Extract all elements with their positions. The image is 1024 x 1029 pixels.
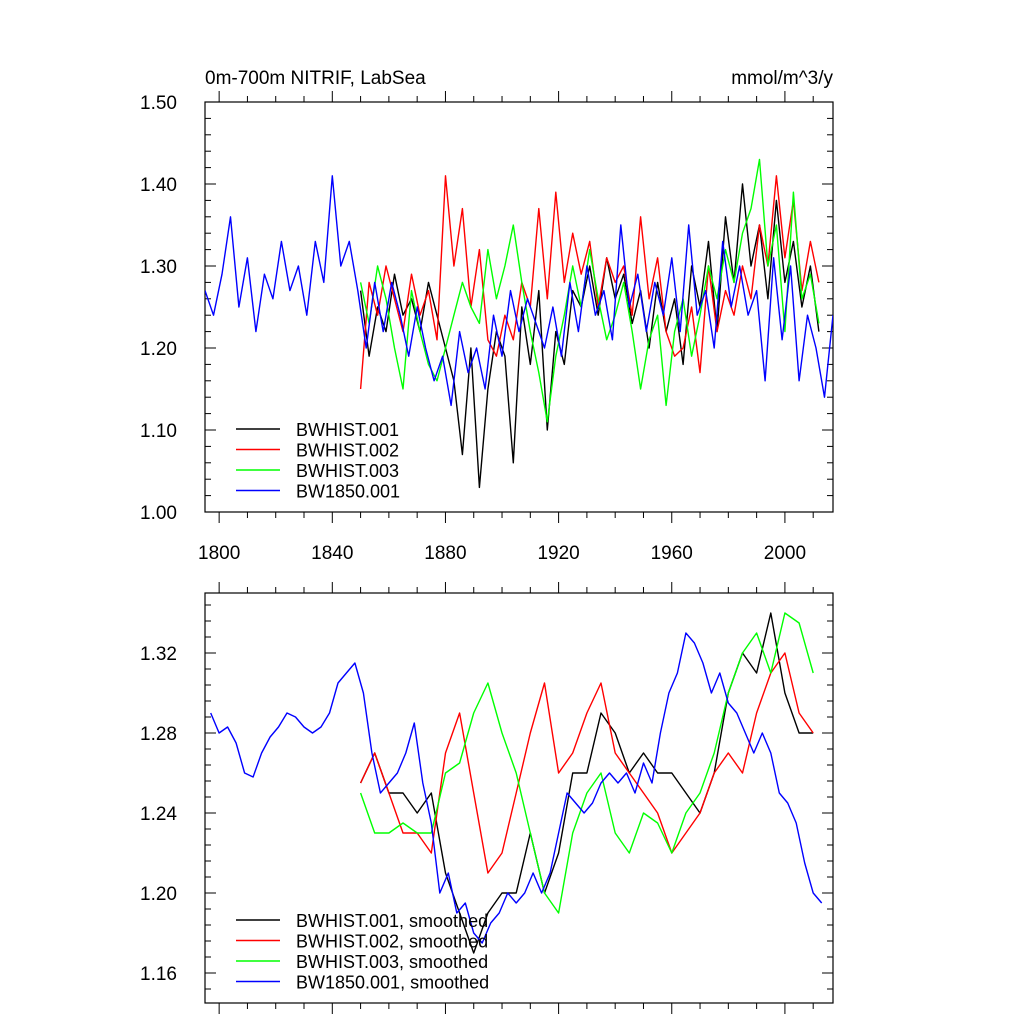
legend-label: BWHIST.003: [296, 461, 399, 481]
series-line-bw1850-001-smoothed: [210, 632, 823, 944]
series-line-bw1850-001: [205, 175, 833, 407]
legend-label: BW1850.001, smoothed: [296, 973, 489, 993]
legend-label: BW1850.001: [296, 482, 400, 502]
plot-frame: [204, 101, 834, 513]
series-line-bwhist-001-smoothed: [359, 612, 814, 954]
y-tick-label: 1.50: [140, 93, 177, 114]
plot-frame: [204, 592, 834, 1004]
y-tick-label: 1.30: [140, 257, 177, 278]
series-line-bwhist-002-smoothed: [359, 652, 814, 874]
y-tick-label: 1.10: [140, 421, 177, 442]
x-tick-label: 2000: [764, 543, 806, 564]
legend-label: BWHIST.001: [296, 420, 399, 440]
series-group: [210, 612, 823, 954]
y-tick-label: 1.40: [140, 175, 177, 196]
x-tick-label: 1960: [651, 543, 693, 564]
y-tick-label: 1.20: [140, 884, 177, 905]
series-line-bwhist-003: [359, 158, 820, 423]
y-tick-label: 1.32: [140, 644, 177, 665]
series-group: [205, 158, 833, 489]
series-line-bwhist-001: [359, 183, 820, 489]
legend-label: BWHIST.002: [296, 441, 399, 461]
series-line-bwhist-002: [359, 175, 820, 390]
units-label: mmol/m^3/y: [731, 68, 833, 89]
top-panel: 0m-700m NITRIF, LabSea mmol/m^3/y 1.00 1.10…: [140, 68, 834, 564]
legend-label: BWHIST.001, smoothed: [296, 911, 488, 931]
legend-label: BWHIST.003, smoothed: [296, 952, 488, 972]
x-tick-label: 1880: [424, 543, 466, 564]
x-tick-label: 1840: [311, 543, 353, 564]
x-tick-label: 1800: [198, 543, 240, 564]
chart-title: 0m-700m NITRIF, LabSea: [205, 68, 426, 89]
x-tick-label: 1920: [537, 543, 579, 564]
legend-label: BWHIST.002, smoothed: [296, 932, 488, 952]
y-tick-label: 1.28: [140, 724, 177, 745]
bottom-panel: 1.16 1.20 1.24 1.28 1.32 BWHIST.001, smoothed…: [140, 582, 834, 1014]
y-tick-label: 1.16: [140, 964, 177, 985]
series-line-bwhist-003-smoothed: [359, 612, 814, 914]
y-tick-label: 1.00: [140, 503, 177, 524]
y-tick-label: 1.24: [140, 804, 177, 825]
y-tick-label: 1.20: [140, 339, 177, 360]
